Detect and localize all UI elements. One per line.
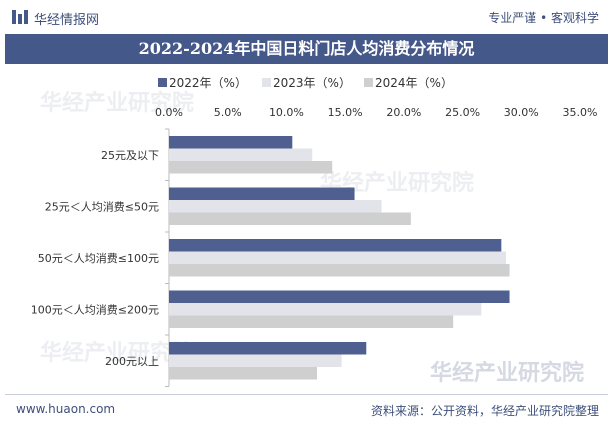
footer-source: 资料来源：公开资料，华经产业研究院整理 [370, 404, 599, 418]
bar-1-1 [169, 200, 382, 213]
x-tick-label: 35.0% [563, 106, 598, 119]
brand-name: 华经情报网 [34, 13, 100, 28]
category-label: 25元＜人均消费≤50元 [45, 199, 159, 213]
bar-chart: 2022年（%） 2023年（%） 2024年（%） 0.0% 5.0% 10.0% 15… [31, 76, 597, 387]
x-tick-label: 25.0% [445, 106, 480, 119]
bar-1-0 [169, 187, 355, 200]
x-tick-label: 30.0% [504, 106, 539, 119]
header-bar: 华经情报网 专业严谨 • 客观科学 [0, 0, 613, 34]
legend-label-1: 2023年（%） [273, 76, 351, 90]
bar-3-1 [169, 303, 482, 316]
legend-swatch-2 [364, 78, 373, 87]
x-tick-label: 10.0% [269, 106, 304, 119]
bar-3-2 [169, 315, 454, 328]
category-label: 50元＜人均消费≤100元 [38, 251, 159, 265]
x-tick-label: 15.0% [328, 106, 363, 119]
bars [169, 136, 510, 380]
chart-title: 2022-2024年中国日料门店人均消费分布情况 [138, 39, 475, 58]
brand-logo-icon [12, 10, 28, 24]
bar-2-0 [169, 239, 502, 252]
bar-0-1 [169, 148, 313, 161]
category-label: 100元＜人均消费≤200元 [31, 302, 159, 316]
footer-divider [5, 394, 608, 395]
category-label: 200元以上 [105, 355, 159, 368]
category-label: 25元及以下 [101, 149, 159, 162]
slogan: 专业严谨 • 客观科学 [488, 11, 599, 25]
title-bar: 2022-2024年中国日料门店人均消费分布情况 [5, 34, 608, 64]
y-axis [165, 128, 170, 387]
bar-2-2 [169, 264, 510, 277]
legend-swatch-1 [262, 78, 271, 87]
legend-label-0: 2022年（%） [169, 76, 247, 90]
bar-1-2 [169, 212, 411, 225]
bar-2-1 [169, 251, 507, 264]
x-tick-label: 20.0% [386, 106, 421, 119]
x-tick-label: 5.0% [214, 106, 242, 119]
legend-swatch-0 [158, 78, 167, 87]
bar-0-0 [169, 136, 293, 149]
footer-url: www.huaon.com [16, 402, 116, 416]
chart-legend: 2022年（%） 2023年（%） 2024年（%） [158, 76, 453, 90]
bar-4-0 [169, 342, 367, 355]
bar-0-2 [169, 161, 333, 174]
x-tick-label: 0.0% [155, 106, 183, 119]
bar-3-0 [169, 290, 510, 303]
legend-label-2: 2024年（%） [375, 76, 453, 90]
bar-4-1 [169, 354, 342, 367]
bar-4-2 [169, 367, 317, 380]
x-axis-ticks: 0.0% 5.0% 10.0% 15.0% 20.0% 25.0% 30.0% 35.0% [155, 106, 597, 119]
category-labels: 25元及以下 25元＜人均消费≤50元 50元＜人均消费≤100元 100元＜人均消费… [31, 149, 159, 368]
